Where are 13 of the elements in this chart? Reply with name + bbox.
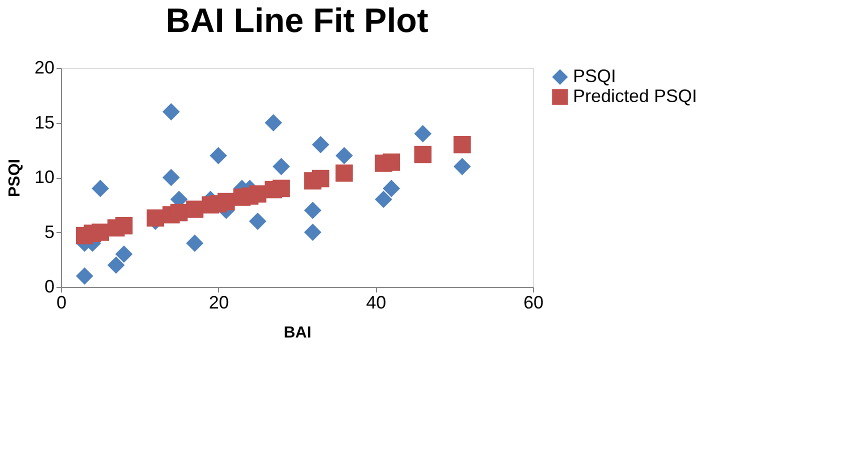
legend-label: PSQI (573, 66, 616, 86)
x-tick-label: 40 (366, 292, 386, 312)
y-tick-label: 15 (34, 112, 54, 132)
y-tick-label: 5 (44, 222, 54, 242)
y-tick-label: 20 (34, 58, 54, 78)
x-axis-title: BAI (284, 324, 312, 342)
x-tick-label: 20 (208, 292, 229, 312)
y-tick-label: 0 (44, 276, 54, 296)
legend-label: Predicted PSQI (573, 86, 698, 106)
y-tick-label: 10 (34, 167, 54, 187)
y-axis-title: PSQI (6, 158, 24, 198)
x-tick-label: 60 (523, 292, 544, 312)
chart-title: BAI Line Fit Plot (166, 2, 428, 40)
